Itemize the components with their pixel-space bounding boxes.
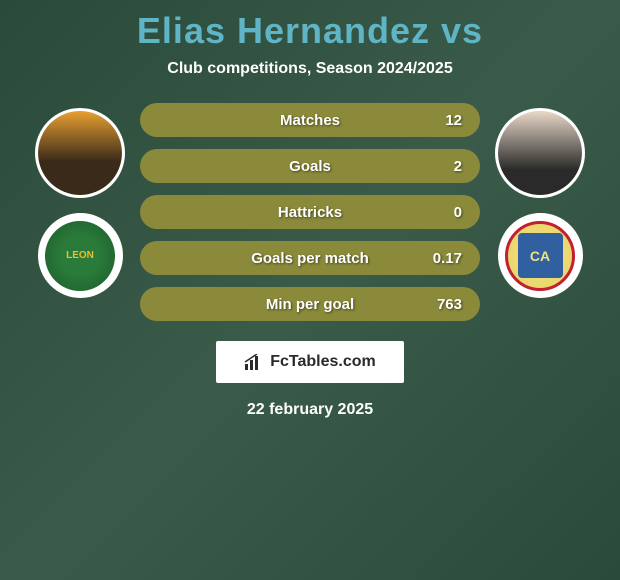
main-container: Elias Hernandez vs Club competitions, Se… bbox=[0, 0, 620, 580]
right-club-badge: CA bbox=[498, 213, 583, 298]
stat-label: Goals per match bbox=[251, 250, 369, 267]
stat-value: 12 bbox=[445, 112, 462, 129]
left-player-avatar bbox=[35, 108, 125, 198]
right-player-avatar bbox=[495, 108, 585, 198]
stat-row-goals-per-match: Goals per match 0.17 bbox=[140, 241, 480, 275]
america-badge-inner: CA bbox=[518, 233, 563, 278]
left-player-column: LEON bbox=[35, 103, 125, 298]
stat-value: 763 bbox=[437, 296, 462, 313]
stat-value: 0 bbox=[454, 204, 462, 221]
chart-icon bbox=[244, 354, 264, 370]
leon-badge-icon: LEON bbox=[45, 221, 115, 291]
stat-row-hattricks: Hattricks 0 bbox=[140, 195, 480, 229]
left-club-badge: LEON bbox=[38, 213, 123, 298]
brand-footer: FcTables.com bbox=[216, 341, 404, 383]
brand-label: FcTables.com bbox=[270, 353, 376, 371]
left-player-image bbox=[38, 111, 122, 195]
stat-label: Min per goal bbox=[266, 296, 354, 313]
stat-row-matches: Matches 12 bbox=[140, 103, 480, 137]
stat-value: 0.17 bbox=[433, 250, 462, 267]
stat-row-goals: Goals 2 bbox=[140, 149, 480, 183]
right-player-image bbox=[498, 111, 582, 195]
stat-label: Goals bbox=[289, 158, 331, 175]
content-row: LEON Matches 12 Goals 2 Hattricks 0 Goal… bbox=[0, 103, 620, 321]
stats-column: Matches 12 Goals 2 Hattricks 0 Goals per… bbox=[140, 103, 480, 321]
stat-value: 2 bbox=[454, 158, 462, 175]
stat-label: Hattricks bbox=[278, 204, 342, 221]
right-player-column: CA bbox=[495, 103, 585, 298]
stat-label: Matches bbox=[280, 112, 340, 129]
page-title: Elias Hernandez vs bbox=[137, 10, 483, 52]
page-subtitle: Club competitions, Season 2024/2025 bbox=[167, 60, 452, 78]
date-label: 22 february 2025 bbox=[247, 401, 373, 419]
stat-row-min-per-goal: Min per goal 763 bbox=[140, 287, 480, 321]
america-badge-icon: CA bbox=[505, 221, 575, 291]
